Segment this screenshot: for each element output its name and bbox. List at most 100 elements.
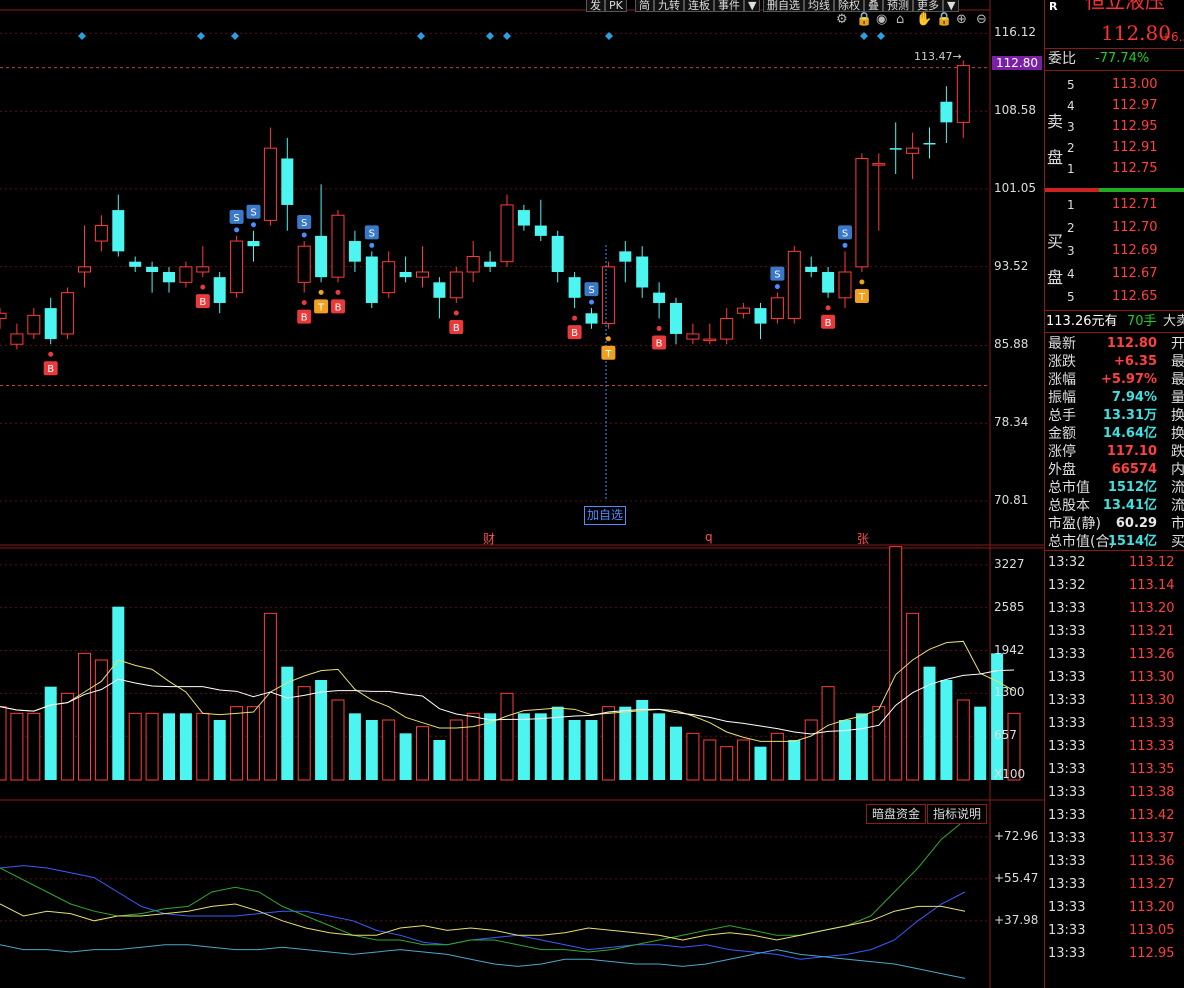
tick-price: 113.35 xyxy=(1129,762,1175,777)
dark-pool-funds-button[interactable]: 暗盘资金 xyxy=(866,804,927,824)
lock-icon[interactable]: 🔒 xyxy=(856,12,873,27)
volume-bar-down xyxy=(213,720,226,780)
toolbar-item[interactable]: 除权 xyxy=(834,0,864,12)
volume-bar-up xyxy=(770,732,784,781)
event-marker-q[interactable]: q xyxy=(705,530,713,544)
stat-row: 总股本 13.41亿流 xyxy=(1045,497,1184,515)
event-diamond-marker xyxy=(503,32,511,40)
tick-time: 13:33 xyxy=(1048,693,1086,708)
stat-value: 7.94% xyxy=(1111,390,1157,405)
event-marker-zhang[interactable]: 张 xyxy=(857,532,870,546)
tick-row: 13:33 113.33 xyxy=(1045,715,1184,733)
zoom-in-icon[interactable]: ⊕ xyxy=(956,12,967,27)
volume-bar-up xyxy=(297,686,311,781)
toolbar-item[interactable]: 预测 xyxy=(883,0,913,12)
event-diamond-marker xyxy=(860,32,868,40)
volume-bar-down xyxy=(923,666,936,780)
tick-price: 113.38 xyxy=(1129,785,1175,800)
order-price: 112.71 xyxy=(1112,197,1158,212)
sell-signal-badge xyxy=(229,209,244,224)
volume-bar-up xyxy=(61,692,75,781)
market-marker: R xyxy=(1049,0,1058,13)
toolbar-item[interactable]: PK xyxy=(605,0,627,12)
toolbar-item[interactable]: ▼ xyxy=(744,0,761,12)
price-axis-label: 101.05 xyxy=(994,180,1036,195)
stat-row: 涨幅 +5.97% 最 xyxy=(1045,371,1184,389)
stat-row: 涨跌 +6.35 最 xyxy=(1045,353,1184,371)
tick-price: 113.33 xyxy=(1129,716,1175,731)
stat-label: 最新 xyxy=(1048,336,1076,352)
tick-row: 13:33 113.20 xyxy=(1045,600,1184,618)
buy-signal-badge xyxy=(195,294,210,309)
gear-icon[interactable]: ⚙ xyxy=(836,12,848,27)
candle-body-up xyxy=(686,333,700,340)
order-level: 5 xyxy=(1067,78,1075,92)
stat-tail: 市 xyxy=(1171,516,1184,532)
order-price: 112.67 xyxy=(1112,266,1158,281)
stat-row: 涨停 117.10 跌 xyxy=(1045,443,1184,461)
order-price: 112.65 xyxy=(1112,289,1158,304)
tick-row: 13:33 113.30 xyxy=(1045,692,1184,710)
toolbar-item[interactable]: 均线 xyxy=(804,0,834,12)
add-watchlist-button[interactable]: 加自选 xyxy=(584,506,627,525)
sell-signal-badge xyxy=(584,282,599,297)
lock-icon[interactable]: 🔒 xyxy=(936,12,953,27)
stock-price: 112.80 xyxy=(1101,21,1171,45)
candle-body-down xyxy=(281,158,294,205)
t-signal-label: T xyxy=(858,292,866,303)
event-diamond-marker xyxy=(486,32,494,40)
signal-dot xyxy=(656,325,662,331)
signal-dot xyxy=(335,289,341,295)
toolbar-item[interactable]: 更多 xyxy=(913,0,943,12)
volume-bar-up xyxy=(872,706,886,781)
stock-price-row: 112.80 +6.3 xyxy=(1045,21,1184,46)
stat-tail: 流 xyxy=(1171,480,1184,496)
toolbar-item[interactable]: 简 xyxy=(635,0,654,12)
stat-row: 振幅 7.94% 量 xyxy=(1045,389,1184,407)
t-signal-label: T xyxy=(317,302,325,313)
toolbar-item[interactable]: 连板 xyxy=(684,0,714,12)
volume-axis-label: 1942 xyxy=(994,642,1025,657)
volume-bar-up xyxy=(686,732,700,781)
toolbar-item[interactable]: 删自选 xyxy=(763,0,804,12)
hand-icon[interactable]: ✋ xyxy=(916,12,933,27)
indicator-axis-label: +55.47 xyxy=(994,870,1039,885)
candle-body-down xyxy=(517,210,530,226)
stat-value: 66574 xyxy=(1111,462,1157,477)
toolbar-item[interactable]: 事件 xyxy=(714,0,744,12)
basket-icon[interactable]: ⌂ xyxy=(896,12,905,27)
volume-bar-down xyxy=(653,713,666,780)
stat-row: 最新 112.80 开 xyxy=(1045,335,1184,353)
stat-tail: 流 xyxy=(1171,498,1184,514)
event-diamond-marker xyxy=(605,32,613,40)
signal-dot xyxy=(825,305,831,311)
toolbar-item[interactable]: 发 xyxy=(586,0,605,12)
order-price: 112.91 xyxy=(1112,140,1158,155)
stat-value: 13.41亿 xyxy=(1102,498,1157,513)
volume-bar-up xyxy=(737,739,751,781)
price-axis-label: 85.88 xyxy=(994,337,1029,352)
stat-tail: 开 xyxy=(1171,336,1184,352)
event-marker-finance[interactable]: 财 xyxy=(483,532,496,546)
indicator-line xyxy=(0,903,966,941)
volume-bar-up xyxy=(0,706,7,781)
order-book-sell-row: 4 112.97 xyxy=(1045,97,1184,115)
signal-dot xyxy=(48,351,54,357)
indicator-axis-label: +72.96 xyxy=(994,828,1039,843)
signal-dot xyxy=(774,284,780,290)
volume-bar-down xyxy=(754,746,767,780)
indicator-help-button[interactable]: 指标说明 xyxy=(927,804,988,824)
zoom-out-icon[interactable]: ⊖ xyxy=(976,12,987,27)
toolbar-item[interactable]: 九转 xyxy=(654,0,684,12)
candle-body-up xyxy=(770,297,784,319)
volume-bar-up xyxy=(466,712,480,781)
toolbar-item[interactable]: 叠 xyxy=(864,0,883,12)
signal-dot xyxy=(234,227,240,233)
volume-bar-up xyxy=(10,712,24,781)
toolbar-item[interactable]: ▼ xyxy=(943,0,960,12)
sell-signal-label: S xyxy=(774,270,780,281)
tick-time: 13:33 xyxy=(1048,601,1086,616)
eye-icon[interactable]: ◉ xyxy=(876,12,888,27)
